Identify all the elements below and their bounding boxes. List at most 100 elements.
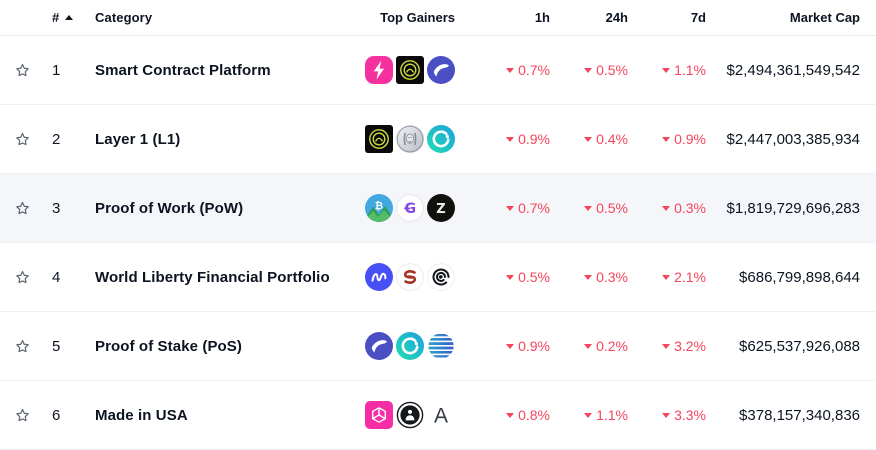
category-name[interactable]: Proof of Work (PoW): [95, 199, 244, 217]
change-24h: 0.2%: [550, 312, 628, 380]
rank-number: 1: [52, 61, 61, 79]
change-7d: 0.3%: [628, 174, 706, 242]
star-icon: [15, 201, 29, 214]
table-body: 1 Smart Contract Platform 0.7% 0.5% 1.1%…: [0, 36, 876, 450]
change-7d: 3.2%: [628, 312, 706, 380]
header-rank[interactable]: #: [44, 0, 80, 35]
change-24h: 0.4%: [550, 105, 628, 173]
table-row[interactable]: 6 Made in USA A 0.8% 1.1% 3.3% $378,157,…: [0, 381, 876, 450]
favorite-star-button[interactable]: [14, 200, 31, 217]
down-triangle-icon: [662, 205, 671, 211]
table-header: # Category Top Gainers 1h 24h 7d Market …: [0, 0, 876, 36]
table-row[interactable]: 2 Layer 1 (L1) 0.9% 0.4% 0.9% $2,447,003…: [0, 105, 876, 174]
change-1h: 0.5%: [460, 243, 550, 311]
favorite-star-button[interactable]: [14, 407, 31, 424]
down-triangle-icon: [662, 412, 671, 418]
market-cap-value: $625,537,926,088: [739, 337, 860, 355]
gainer-icon-striped-globe-token[interactable]: [427, 332, 455, 360]
change-1h: 0.7%: [460, 174, 550, 242]
change-7d: 2.1%: [628, 243, 706, 311]
down-triangle-icon: [662, 136, 671, 142]
rank-number: 2: [52, 130, 61, 148]
category-name[interactable]: Proof of Stake (PoS): [95, 337, 243, 355]
header-market-cap[interactable]: Market Cap: [789, 10, 860, 25]
favorite-star-button[interactable]: [14, 62, 31, 79]
gainer-icon-lime-rings-token[interactable]: [365, 125, 393, 153]
gainer-icon-indigo-swoosh-token[interactable]: [427, 56, 455, 84]
gainer-icon-purple-g-token[interactable]: G: [396, 194, 424, 222]
change-1h: 0.7%: [460, 36, 550, 104]
favorite-star-button[interactable]: [14, 131, 31, 148]
header-category[interactable]: Category: [95, 10, 153, 25]
table-row[interactable]: 5 Proof of Stake (PoS) 0.9% 0.2% 3.2% $6…: [0, 312, 876, 381]
category-name[interactable]: Layer 1 (L1): [95, 130, 181, 148]
star-icon: [15, 63, 29, 76]
star-icon: [15, 339, 29, 352]
header-7d[interactable]: 7d: [690, 10, 706, 25]
header-rank-label: #: [52, 10, 60, 25]
change-7d: 3.3%: [628, 381, 706, 449]
change-24h: 0.3%: [550, 243, 628, 311]
top-gainers-icons: A: [354, 381, 460, 449]
top-gainers-icons: [354, 243, 460, 311]
down-triangle-icon: [506, 343, 515, 349]
down-triangle-icon: [506, 136, 515, 142]
table-row[interactable]: 1 Smart Contract Platform 0.7% 0.5% 1.1%…: [0, 36, 876, 105]
down-triangle-icon: [584, 67, 593, 73]
down-triangle-icon: [506, 412, 515, 418]
svg-text:Z: Z: [436, 202, 445, 217]
gainer-icon-indigo-swoosh-token[interactable]: [365, 332, 393, 360]
rank-number: 6: [52, 406, 61, 424]
gainer-icon-black-spiral-token[interactable]: [427, 263, 455, 291]
market-cap-value: $378,157,340,836: [739, 406, 860, 424]
gainer-icon-black-z-token[interactable]: Z: [427, 194, 455, 222]
gainer-icon-pink-cube-token[interactable]: [365, 401, 393, 429]
table-row[interactable]: 4 World Liberty Financial Portfolio 0.5%…: [0, 243, 876, 312]
gainer-icon-black-person-token[interactable]: [396, 401, 424, 429]
gainer-icon-teal-c-token[interactable]: [427, 125, 455, 153]
rank-number: 3: [52, 199, 61, 217]
favorite-star-button[interactable]: [14, 269, 31, 286]
gainer-icon-red-s-token[interactable]: [396, 263, 424, 291]
down-triangle-icon: [584, 136, 593, 142]
gainer-icon-letter-a-token[interactable]: A: [427, 401, 455, 429]
down-triangle-icon: [662, 67, 671, 73]
down-triangle-icon: [584, 412, 593, 418]
header-top-gainers[interactable]: Top Gainers: [380, 10, 455, 25]
header-favorite-spacer: [0, 0, 44, 35]
gainer-icon-blue-mountain-token[interactable]: ₿: [365, 194, 393, 222]
change-7d: 1.1%: [628, 36, 706, 104]
header-24h[interactable]: 24h: [605, 10, 628, 25]
rank-number: 4: [52, 268, 61, 286]
gainer-icon-silver-face-token[interactable]: [396, 125, 424, 153]
header-1h[interactable]: 1h: [534, 10, 550, 25]
change-24h: 0.5%: [550, 36, 628, 104]
favorite-star-button[interactable]: [14, 338, 31, 355]
gainer-icon-lime-rings-token[interactable]: [396, 56, 424, 84]
market-cap-value: $1,819,729,696,283: [726, 199, 860, 217]
top-gainers-icons: ₿ G Z: [354, 174, 460, 242]
top-gainers-icons: [354, 105, 460, 173]
star-icon: [15, 408, 29, 421]
market-cap-value: $2,447,003,385,934: [726, 130, 860, 148]
change-7d: 0.9%: [628, 105, 706, 173]
down-triangle-icon: [662, 343, 671, 349]
change-24h: 1.1%: [550, 381, 628, 449]
category-name[interactable]: Made in USA: [95, 406, 188, 424]
down-triangle-icon: [506, 274, 515, 280]
gainer-icon-blue-squiggle-token[interactable]: [365, 263, 393, 291]
table-row[interactable]: 3 Proof of Work (PoW) ₿ G Z 0.7% 0.5% 0.3%…: [0, 174, 876, 243]
star-icon: [15, 132, 29, 145]
category-name[interactable]: World Liberty Financial Portfolio: [95, 268, 330, 286]
gainer-icon-teal-c-token[interactable]: [396, 332, 424, 360]
top-gainers-icons: [354, 312, 460, 380]
down-triangle-icon: [584, 274, 593, 280]
market-cap-value: $2,494,361,549,542: [726, 61, 860, 79]
gainer-icon-pink-lightning-token[interactable]: [365, 56, 393, 84]
market-cap-value: $686,799,898,644: [739, 268, 860, 286]
svg-text:A: A: [434, 405, 448, 428]
category-name[interactable]: Smart Contract Platform: [95, 61, 271, 79]
down-triangle-icon: [506, 205, 515, 211]
sort-asc-icon: [65, 15, 74, 20]
star-icon: [15, 270, 29, 283]
